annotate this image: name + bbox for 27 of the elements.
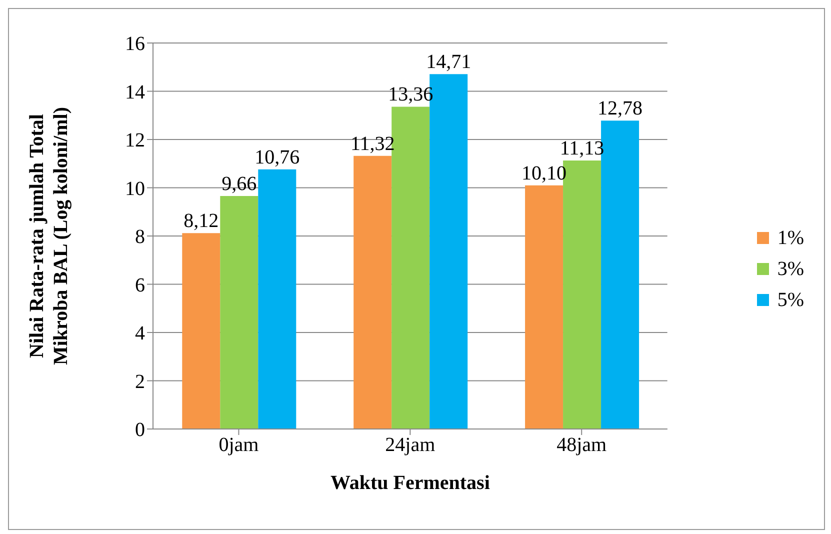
legend-label: 3% bbox=[777, 258, 804, 280]
bar bbox=[525, 185, 564, 429]
x-axis-title: Waktu Fermentasi bbox=[330, 472, 490, 494]
bar bbox=[220, 196, 258, 429]
y-tick-label: 16 bbox=[125, 33, 145, 56]
y-tick-label: 0 bbox=[135, 419, 145, 442]
y-tick-label: 12 bbox=[125, 130, 145, 152]
data-label: 9,66 bbox=[222, 172, 257, 195]
data-label: 10,76 bbox=[254, 146, 300, 168]
y-tick-label: 10 bbox=[125, 178, 145, 200]
y-tick-label: 6 bbox=[135, 274, 145, 296]
y-tick-label: 4 bbox=[135, 322, 145, 345]
legend-label: 1% bbox=[777, 226, 804, 250]
x-tick-label: 48jam bbox=[556, 434, 608, 456]
y-tick-label: 8 bbox=[135, 226, 145, 248]
bar bbox=[354, 156, 392, 429]
data-label: 8,12 bbox=[184, 210, 219, 232]
legend-label: 5% bbox=[777, 288, 804, 312]
bar bbox=[182, 233, 220, 429]
data-label: 12,78 bbox=[598, 98, 643, 120]
y-axis-title: Nilai Rata-rata jumlah Total Mikroba BAL (Log koloni/ml) bbox=[26, 106, 72, 366]
x-tick-label: 0jam bbox=[218, 434, 260, 456]
data-label: 14,71 bbox=[426, 51, 472, 74]
y-tick-label: 2 bbox=[135, 370, 145, 393]
x-tick-label: 24jam bbox=[385, 434, 436, 456]
y-tick-label: 14 bbox=[125, 81, 145, 104]
bar bbox=[258, 169, 296, 429]
